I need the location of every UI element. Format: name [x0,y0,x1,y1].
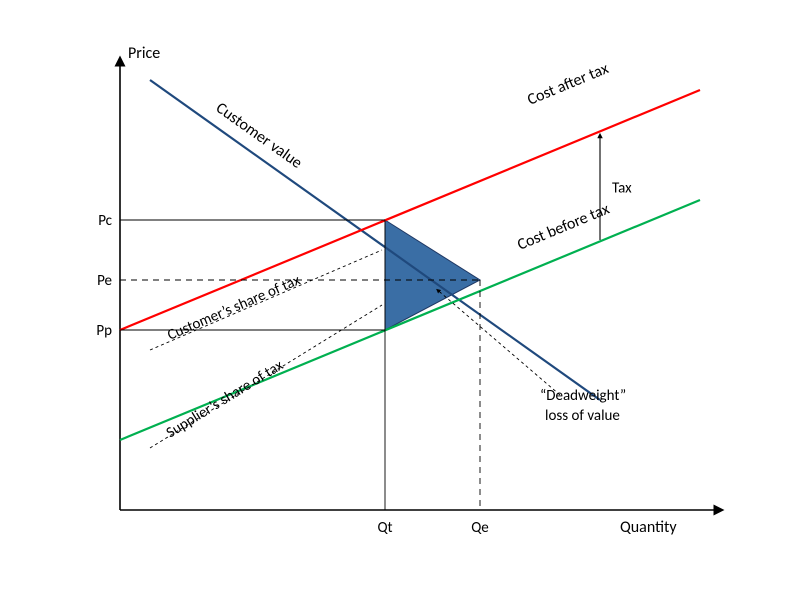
deadweight-arrow [438,290,561,395]
x-axis-label: Quantity [620,518,677,537]
price-pc-label: Pc [98,212,112,230]
deadweight-label-2: loss of value [545,407,620,425]
supplier-share-label: Supplier’s share of tax [163,356,287,442]
y-axis-label: Price [128,44,160,63]
qty-qt-label: Qt [377,519,392,537]
price-pp-label: Pp [96,322,112,340]
deadweight-triangle [385,220,480,330]
price-pe-label: Pe [97,272,112,290]
demand-label: Customer value [212,99,306,173]
supply-before-label: Cost before tax [515,200,613,255]
qty-qe-label: Qe [471,519,489,537]
tax-label: Tax [612,180,632,198]
deadweight-label-1: “Deadweight” [540,387,626,405]
deadweight-loss-chart: Price Quantity Customer value Cost after… [0,0,800,600]
supply-after-label: Cost after tax [525,59,612,109]
